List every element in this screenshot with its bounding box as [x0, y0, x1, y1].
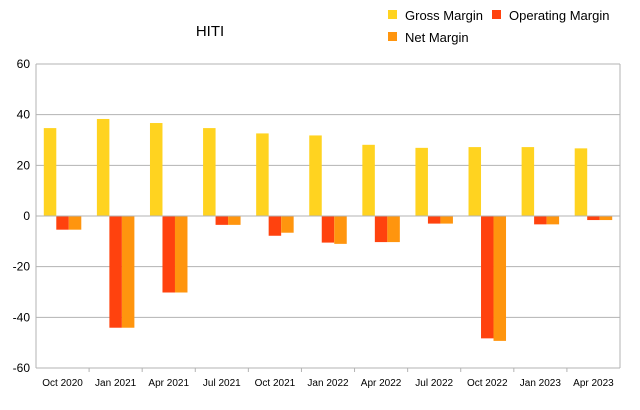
x-tick-label: Jan 2023: [520, 378, 562, 389]
bar-net-margin-2: [174, 216, 188, 293]
bar-net-margin-3: [228, 216, 241, 225]
y-tick-label: 0: [23, 209, 30, 223]
bar-net-margin-1: [121, 216, 135, 328]
legend: Gross Margin Operating Margin Net Margin: [388, 8, 609, 45]
bar-gross-margin-10: [574, 148, 588, 216]
x-tick-label: Jan 2021: [95, 378, 137, 389]
y-tick-label: -40: [13, 310, 31, 324]
bar-operating-margin-5: [321, 216, 335, 243]
bar-gross-margin-2: [149, 123, 163, 216]
bar-operating-margin-8: [481, 216, 494, 339]
x-tick-label: Oct 2020: [42, 378, 83, 389]
bar-net-margin-0: [68, 216, 82, 230]
bar-operating-margin-4: [268, 216, 282, 236]
bar-operating-margin-2: [162, 216, 175, 293]
bar-gross-margin-9: [521, 147, 535, 216]
bar-net-margin-8: [493, 216, 507, 341]
bar-gross-margin-1: [96, 118, 110, 216]
y-tick-label: -60: [13, 361, 31, 375]
bar-gross-margin-0: [43, 128, 57, 216]
bar-gross-margin-4: [256, 133, 269, 216]
legend-label: Net Margin: [405, 30, 469, 45]
x-tick-label: Apr 2022: [361, 378, 402, 389]
bar-net-margin-9: [546, 216, 560, 225]
x-tick-label: Apr 2023: [573, 378, 614, 389]
bar-gross-margin-7: [415, 147, 428, 216]
bar-net-margin-4: [281, 216, 294, 233]
y-axis: 60 40 20 0 -20 -40 -60: [13, 57, 621, 375]
bar-gross-margin-8: [468, 147, 482, 216]
bar-gross-margin-6: [362, 144, 375, 216]
bar-operating-margin-10: [587, 216, 600, 221]
bar-operating-margin-6: [374, 216, 388, 243]
legend-label: Gross Margin: [405, 8, 483, 23]
bar-net-margin-10: [599, 216, 613, 221]
legend-swatch: [492, 10, 501, 19]
bar-operating-margin-9: [534, 216, 547, 225]
x-axis: Oct 2020 Jan 2021 Apr 2021 Jul 2021 Oct 2021…: [42, 368, 614, 389]
bars: [43, 118, 613, 341]
y-tick-label: -20: [13, 260, 31, 274]
x-tick-label: Apr 2021: [148, 378, 189, 389]
bar-net-margin-6: [387, 216, 400, 243]
x-tick-label: Jul 2022: [415, 378, 453, 389]
bar-operating-margin-1: [109, 216, 122, 328]
bar-operating-margin-7: [427, 216, 441, 224]
x-tick-label: Jan 2022: [307, 378, 349, 389]
bar-gross-margin-5: [309, 135, 322, 216]
x-tick-label: Jul 2021: [203, 378, 241, 389]
bar-gross-margin-3: [203, 128, 216, 216]
y-tick-label: 60: [17, 57, 31, 71]
legend-swatch: [388, 10, 397, 19]
bar-net-margin-5: [334, 216, 347, 244]
legend-label: Operating Margin: [509, 8, 609, 23]
y-tick-label: 40: [17, 108, 31, 122]
x-tick-label: Oct 2021: [255, 378, 296, 389]
bar-operating-margin-3: [215, 216, 229, 225]
legend-swatch: [388, 32, 397, 41]
chart-title: HITI: [196, 23, 224, 40]
y-tick-label: 20: [17, 158, 31, 172]
bar-net-margin-7: [440, 216, 453, 224]
bar-operating-margin-0: [56, 216, 69, 230]
x-tick-label: Oct 2022: [467, 378, 508, 389]
